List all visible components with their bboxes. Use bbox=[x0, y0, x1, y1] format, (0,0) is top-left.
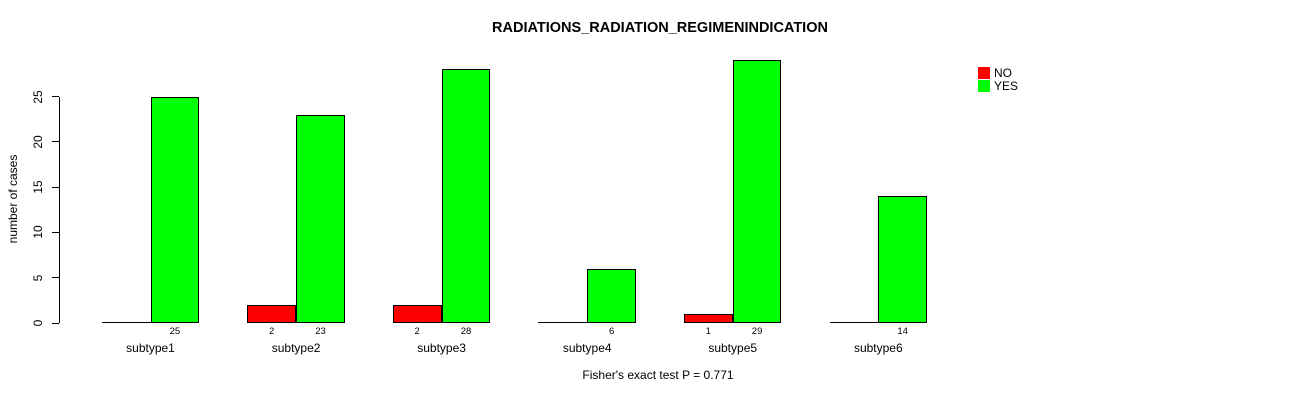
x-category-label-subtype1: subtype1 bbox=[126, 341, 175, 355]
bar-subtype3-no bbox=[392, 304, 442, 323]
bar-subtype5-no bbox=[683, 313, 733, 323]
bar-value-label-subtype5-no: 1 bbox=[705, 326, 711, 337]
y-axis-line bbox=[59, 96, 60, 323]
y-tick-label: 5 bbox=[31, 274, 45, 282]
y-tick-label: 15 bbox=[31, 180, 45, 194]
x-category-label-subtype2: subtype2 bbox=[271, 341, 321, 355]
y-tick-label: 25 bbox=[31, 89, 45, 104]
x-category-label-subtype3: subtype3 bbox=[417, 341, 466, 355]
legend-item-yes: YES bbox=[978, 80, 1018, 92]
x-category-label-subtype6: subtype6 bbox=[853, 341, 903, 355]
y-tick bbox=[52, 186, 59, 188]
bar-value-label-subtype2-yes: 23 bbox=[315, 326, 326, 337]
bar-value-label-subtype3-no: 2 bbox=[414, 326, 420, 337]
y-tick bbox=[52, 231, 59, 233]
legend-item-no: NO bbox=[978, 67, 1018, 79]
legend-swatch-no bbox=[978, 67, 990, 79]
legend-label-yes: YES bbox=[994, 79, 1019, 93]
bar-subtype2-no bbox=[247, 304, 297, 323]
bar-value-label-subtype3-yes: 28 bbox=[460, 326, 472, 337]
bar-subtype4-yes bbox=[587, 268, 636, 323]
legend-label-no: NO bbox=[994, 66, 1012, 80]
bar-value-label-subtype4-yes: 6 bbox=[608, 326, 615, 337]
chart-title: RADIATIONS_RADIATION_REGIMENINDICATION bbox=[492, 20, 828, 36]
bar-subtype2-yes bbox=[296, 114, 345, 323]
bar-value-label-subtype5-yes: 29 bbox=[751, 326, 763, 337]
bar-subtype1-yes bbox=[150, 96, 200, 323]
y-tick-label: 20 bbox=[31, 135, 45, 149]
y-axis-title: number of cases bbox=[6, 154, 20, 244]
footnote-fisher-test: Fisher's exact test P = 0.771 bbox=[582, 368, 734, 382]
y-tick bbox=[52, 96, 59, 98]
y-tick-label: 0 bbox=[31, 319, 45, 327]
group-baseline-subtype1 bbox=[101, 322, 200, 323]
legend-swatch-yes bbox=[978, 80, 990, 92]
bar-value-label-subtype1-yes: 25 bbox=[169, 326, 181, 337]
y-tick bbox=[52, 141, 59, 143]
bar-value-label-subtype2-no: 2 bbox=[269, 326, 275, 337]
bar-subtype6-yes bbox=[878, 196, 928, 323]
x-category-label-subtype4: subtype4 bbox=[562, 341, 612, 355]
bar-subtype5-yes bbox=[732, 60, 782, 323]
legend: NO YES bbox=[978, 67, 1018, 93]
bar-subtype3-yes bbox=[441, 69, 491, 323]
x-category-label-subtype5: subtype5 bbox=[708, 341, 758, 355]
y-tick-label: 10 bbox=[31, 225, 45, 240]
y-tick bbox=[52, 277, 59, 279]
bar-value-label-subtype6-yes: 14 bbox=[897, 326, 908, 337]
y-tick bbox=[52, 322, 59, 324]
